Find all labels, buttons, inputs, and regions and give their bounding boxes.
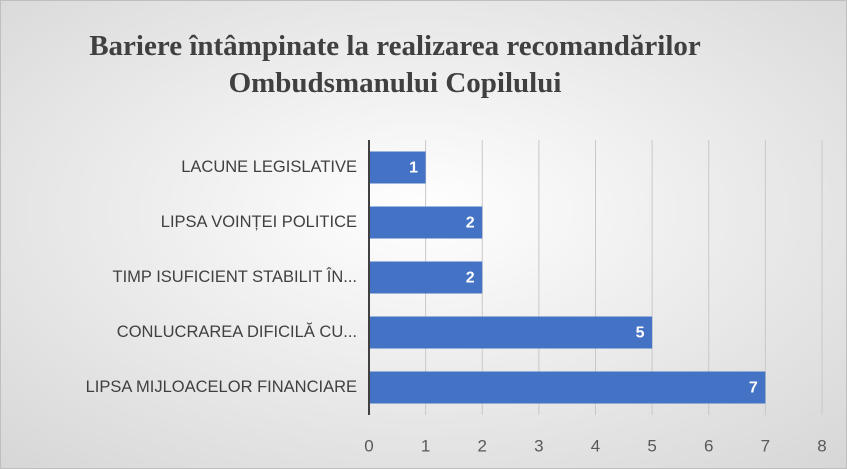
- x-tick-label: 3: [534, 436, 543, 455]
- x-tick-label: 8: [817, 436, 826, 455]
- y-tick-label: LACUNE LEGISLATIVE: [181, 158, 357, 176]
- x-tick-label: 1: [421, 436, 430, 455]
- x-tick-label: 2: [478, 436, 487, 455]
- data-label: 2: [466, 270, 475, 287]
- data-label: 5: [636, 325, 645, 342]
- x-tick-label: 7: [761, 436, 770, 455]
- x-tick-label: 4: [591, 436, 600, 455]
- x-tick-label: 0: [364, 436, 373, 455]
- y-tick-label: LIPSA VOINȚEI POLITICE: [161, 213, 357, 231]
- bar: [369, 151, 426, 184]
- bar: [369, 261, 483, 294]
- y-tick-label: LIPSA MIJLOACELOR FINANCIARE: [86, 378, 357, 396]
- data-label: 1: [409, 160, 418, 177]
- x-tick-label: 6: [704, 436, 713, 455]
- bar: [369, 206, 483, 239]
- bar: [369, 316, 653, 349]
- data-label: 2: [466, 215, 475, 232]
- y-tick-label: CONLUCRAREA DIFICILĂ CU...: [117, 322, 357, 341]
- chart-title: Bariere întâmpinate la realizarea recoma…: [89, 30, 701, 99]
- data-label: 7: [749, 380, 758, 397]
- bar: [369, 371, 766, 404]
- y-tick-label: TIMP ISUFICIENT STABILIT ÎN...: [113, 267, 358, 286]
- x-tick-label: 5: [647, 436, 656, 455]
